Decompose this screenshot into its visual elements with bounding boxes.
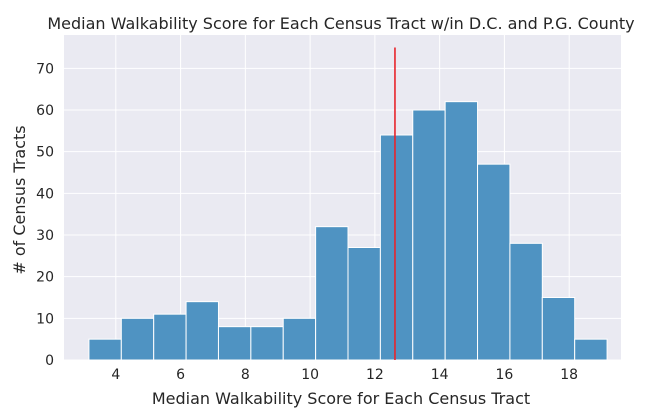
chart-title: Median Walkability Score for Each Census… (47, 14, 634, 33)
x-tick-label: 16 (496, 367, 514, 383)
histogram-bar (477, 163, 511, 361)
histogram-bar (250, 326, 284, 361)
histogram-bar (574, 338, 608, 361)
x-tick-label: 18 (560, 367, 578, 383)
x-axis-label: Median Walkability Score for Each Census… (152, 389, 530, 408)
y-tick-label: 40 (36, 186, 54, 202)
x-tick-label: 4 (111, 367, 120, 383)
x-tick-label: 14 (431, 367, 449, 383)
y-tick-label: 0 (45, 353, 54, 369)
histogram-bar (509, 242, 543, 361)
histogram-bar (88, 338, 122, 361)
y-tick-label: 50 (36, 145, 54, 161)
tick-labels: 4 6 8 10 12 14 16 18 0 10 20 30 40 50 60 70 (36, 61, 578, 383)
x-tick-label: 10 (301, 367, 319, 383)
histogram-bar (282, 317, 317, 361)
histogram-bar (379, 134, 414, 361)
y-axis-label: # of Census Tracts (10, 125, 29, 274)
histogram-bar (315, 226, 349, 361)
histogram-bar (347, 247, 381, 361)
x-tick-label: 12 (366, 367, 384, 383)
y-tick-label: 70 (36, 61, 54, 77)
x-tick-label: 8 (241, 367, 250, 383)
histogram-bar (217, 326, 252, 361)
x-tick-label: 6 (176, 367, 185, 383)
histogram-bar (412, 109, 446, 361)
y-tick-label: 60 (36, 103, 54, 119)
histogram-bar (444, 101, 479, 361)
histogram-bar (153, 313, 187, 361)
y-tick-label: 10 (36, 311, 54, 327)
histogram-bar (120, 317, 155, 361)
y-tick-label: 20 (36, 270, 54, 286)
y-tick-label: 30 (36, 228, 54, 244)
histogram-bars (88, 101, 608, 361)
histogram-bar (185, 301, 219, 361)
histogram-bar (541, 297, 576, 361)
